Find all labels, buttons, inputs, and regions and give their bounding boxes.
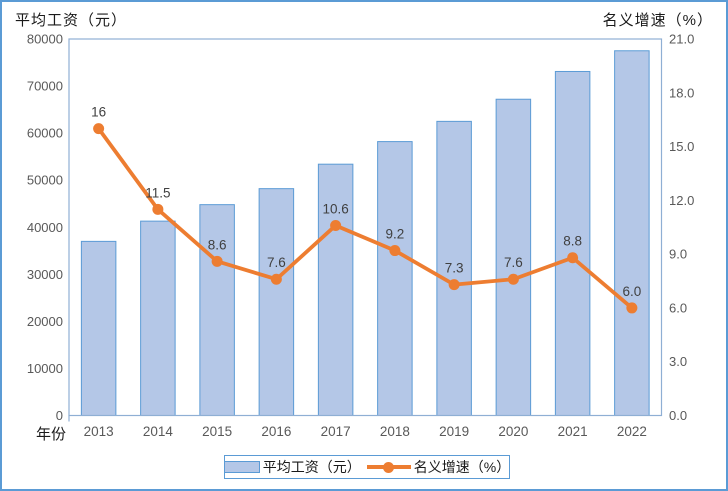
left-tick-60000: 60000 (27, 126, 63, 141)
growth-label-2016: 7.6 (267, 255, 286, 270)
right-axis-title: 名义增速（%） (602, 12, 713, 29)
bar-series-swatch (223, 461, 260, 473)
growth-point-2015 (211, 255, 223, 267)
plot-border (68, 38, 663, 417)
x-axis-label: 年份 (36, 426, 67, 443)
year-label-2016: 2016 (261, 424, 291, 439)
right-tick-12.0: 12.0 (669, 193, 694, 208)
right-tick-9.0: 9.0 (669, 247, 687, 262)
right-tick-21.0: 21.0 (669, 32, 694, 47)
growth-label-2015: 8.6 (208, 237, 227, 252)
year-label-2017: 2017 (321, 424, 351, 439)
legend-bar-label: 平均工资（元） (262, 459, 361, 475)
growth-point-2013 (93, 123, 105, 135)
growth-point-2020 (507, 273, 519, 285)
year-label-2018: 2018 (380, 424, 410, 439)
bar-2019 (436, 120, 472, 416)
growth-label-2014: 11.5 (145, 185, 170, 200)
left-tick-30000: 30000 (27, 267, 63, 282)
bar-2014 (140, 220, 176, 416)
growth-point-2019 (448, 279, 460, 291)
growth-label-2018: 9.2 (385, 227, 404, 242)
right-tick-15.0: 15.0 (669, 139, 694, 154)
growth-label-2013: 16 (91, 105, 106, 120)
growth-label-2020: 7.6 (504, 255, 523, 270)
year-label-2013: 2013 (84, 424, 114, 439)
left-tick-20000: 20000 (27, 314, 63, 329)
legend-item-line-series: 名义增速（%） (366, 457, 511, 477)
right-tick-3.0: 3.0 (669, 354, 687, 369)
left-axis-title: 平均工资（元） (15, 12, 128, 29)
bar-2018 (377, 141, 413, 416)
legend-line-label: 名义增速（%） (413, 459, 511, 475)
growth-point-2017 (330, 219, 342, 231)
growth-label-2021: 8.8 (563, 234, 582, 249)
year-label-2020: 2020 (498, 424, 528, 439)
left-tick-50000: 50000 (27, 173, 63, 188)
year-label-2014: 2014 (143, 424, 174, 439)
year-label-2019: 2019 (439, 424, 469, 439)
bar-2022 (614, 50, 650, 416)
legend: 平均工资（元） 名义增速（%） (223, 455, 511, 479)
growth-point-2014 (152, 203, 164, 215)
bar-2013 (80, 240, 117, 416)
left-tick-0: 0 (56, 408, 63, 423)
left-tick-80000: 80000 (27, 32, 63, 47)
left-tick-10000: 10000 (27, 361, 63, 376)
growth-line (96, 126, 634, 310)
growth-label-2019: 7.3 (445, 261, 464, 276)
year-label-2022: 2022 (617, 424, 647, 439)
left-tick-70000: 70000 (27, 79, 63, 94)
bar-2020 (495, 98, 532, 417)
growth-point-2018 (389, 245, 401, 257)
bar-2021 (554, 70, 591, 417)
right-tick-18.0: 18.0 (669, 85, 694, 100)
line-series-swatch (366, 461, 411, 473)
growth-point-2016 (270, 273, 282, 285)
year-label-2015: 2015 (202, 424, 232, 439)
right-tick-0.0: 0.0 (669, 408, 687, 423)
line-marker-icon (383, 461, 395, 473)
legend-item-bar-series: 平均工资（元） (223, 457, 361, 477)
right-tick-6.0: 6.0 (669, 300, 687, 315)
bar-2016 (258, 188, 295, 416)
growth-label-2022: 6.0 (622, 284, 641, 299)
year-label-2021: 2021 (558, 424, 588, 439)
growth-point-2021 (567, 252, 579, 264)
left-tick-40000: 40000 (27, 220, 63, 235)
bar-2017 (317, 163, 354, 416)
bar-2015 (199, 204, 235, 416)
growth-point-2022 (626, 302, 638, 314)
growth-label-2017: 10.6 (322, 201, 348, 216)
